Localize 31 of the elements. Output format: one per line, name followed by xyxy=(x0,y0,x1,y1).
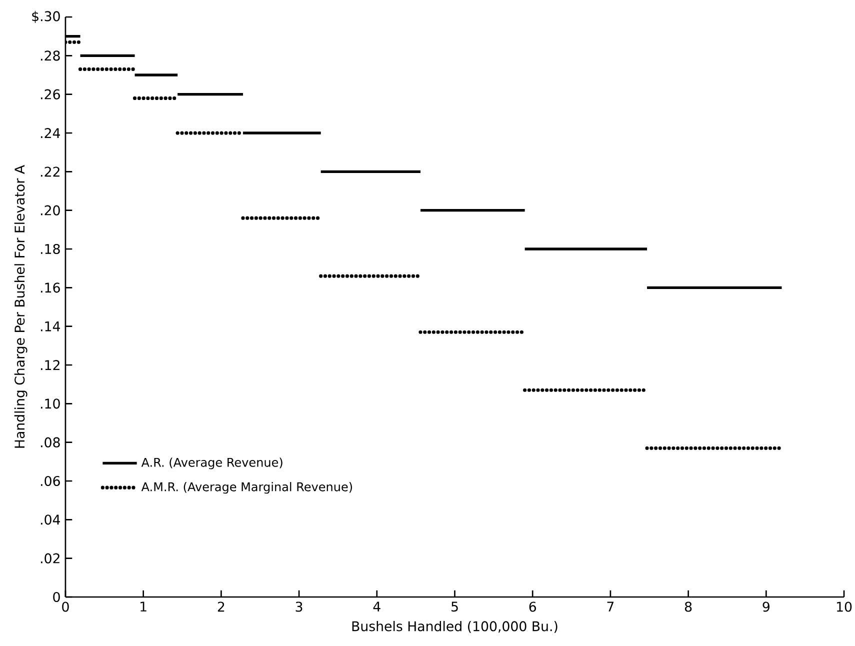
y-tick-label: .16 xyxy=(40,282,60,293)
x-tick-label: 4 xyxy=(373,602,380,612)
y-tick-label: .04 xyxy=(40,514,60,525)
y-tick-label: .26 xyxy=(40,89,60,100)
y-tick-label: .14 xyxy=(40,321,60,332)
y-tick-label: .08 xyxy=(40,437,60,448)
x-tick-label: 9 xyxy=(762,602,770,612)
y-tick-label: .20 xyxy=(40,205,60,216)
y-tick-label: .28 xyxy=(40,50,60,61)
y-tick-label: .24 xyxy=(40,128,60,138)
legend-label: A.R. (Average Revenue) xyxy=(141,458,282,470)
y-tick-label: .22 xyxy=(40,166,60,177)
x-tick-label: 0 xyxy=(62,602,69,612)
x-tick-label: 5 xyxy=(452,602,458,612)
x-tick-label: 8 xyxy=(684,602,692,612)
y-tick-label: .02 xyxy=(40,553,60,564)
y-tick-label: 0 xyxy=(53,592,60,602)
y-tick-label: .12 xyxy=(40,360,60,370)
y-tick-label: .10 xyxy=(40,398,60,409)
legend-label: A.M.R. (Average Marginal Revenue) xyxy=(141,482,352,494)
x-tick-label: 3 xyxy=(296,602,302,612)
y-tick-label: .06 xyxy=(40,476,60,486)
x-tick-label: 2 xyxy=(218,602,224,612)
x-tick-label: 7 xyxy=(607,602,614,612)
x-tick-label: 10 xyxy=(836,602,852,612)
y-tick-label: .18 xyxy=(40,244,60,254)
y-axis-title: Handling Charge Per Bushel For Elevator A xyxy=(14,165,28,448)
x-tick-label: 1 xyxy=(140,602,146,612)
x-tick-label: 6 xyxy=(529,602,536,612)
x-axis-title: Bushels Handled (100,000 Bu.) xyxy=(352,620,558,633)
y-tick-label: $.30 xyxy=(32,10,60,24)
